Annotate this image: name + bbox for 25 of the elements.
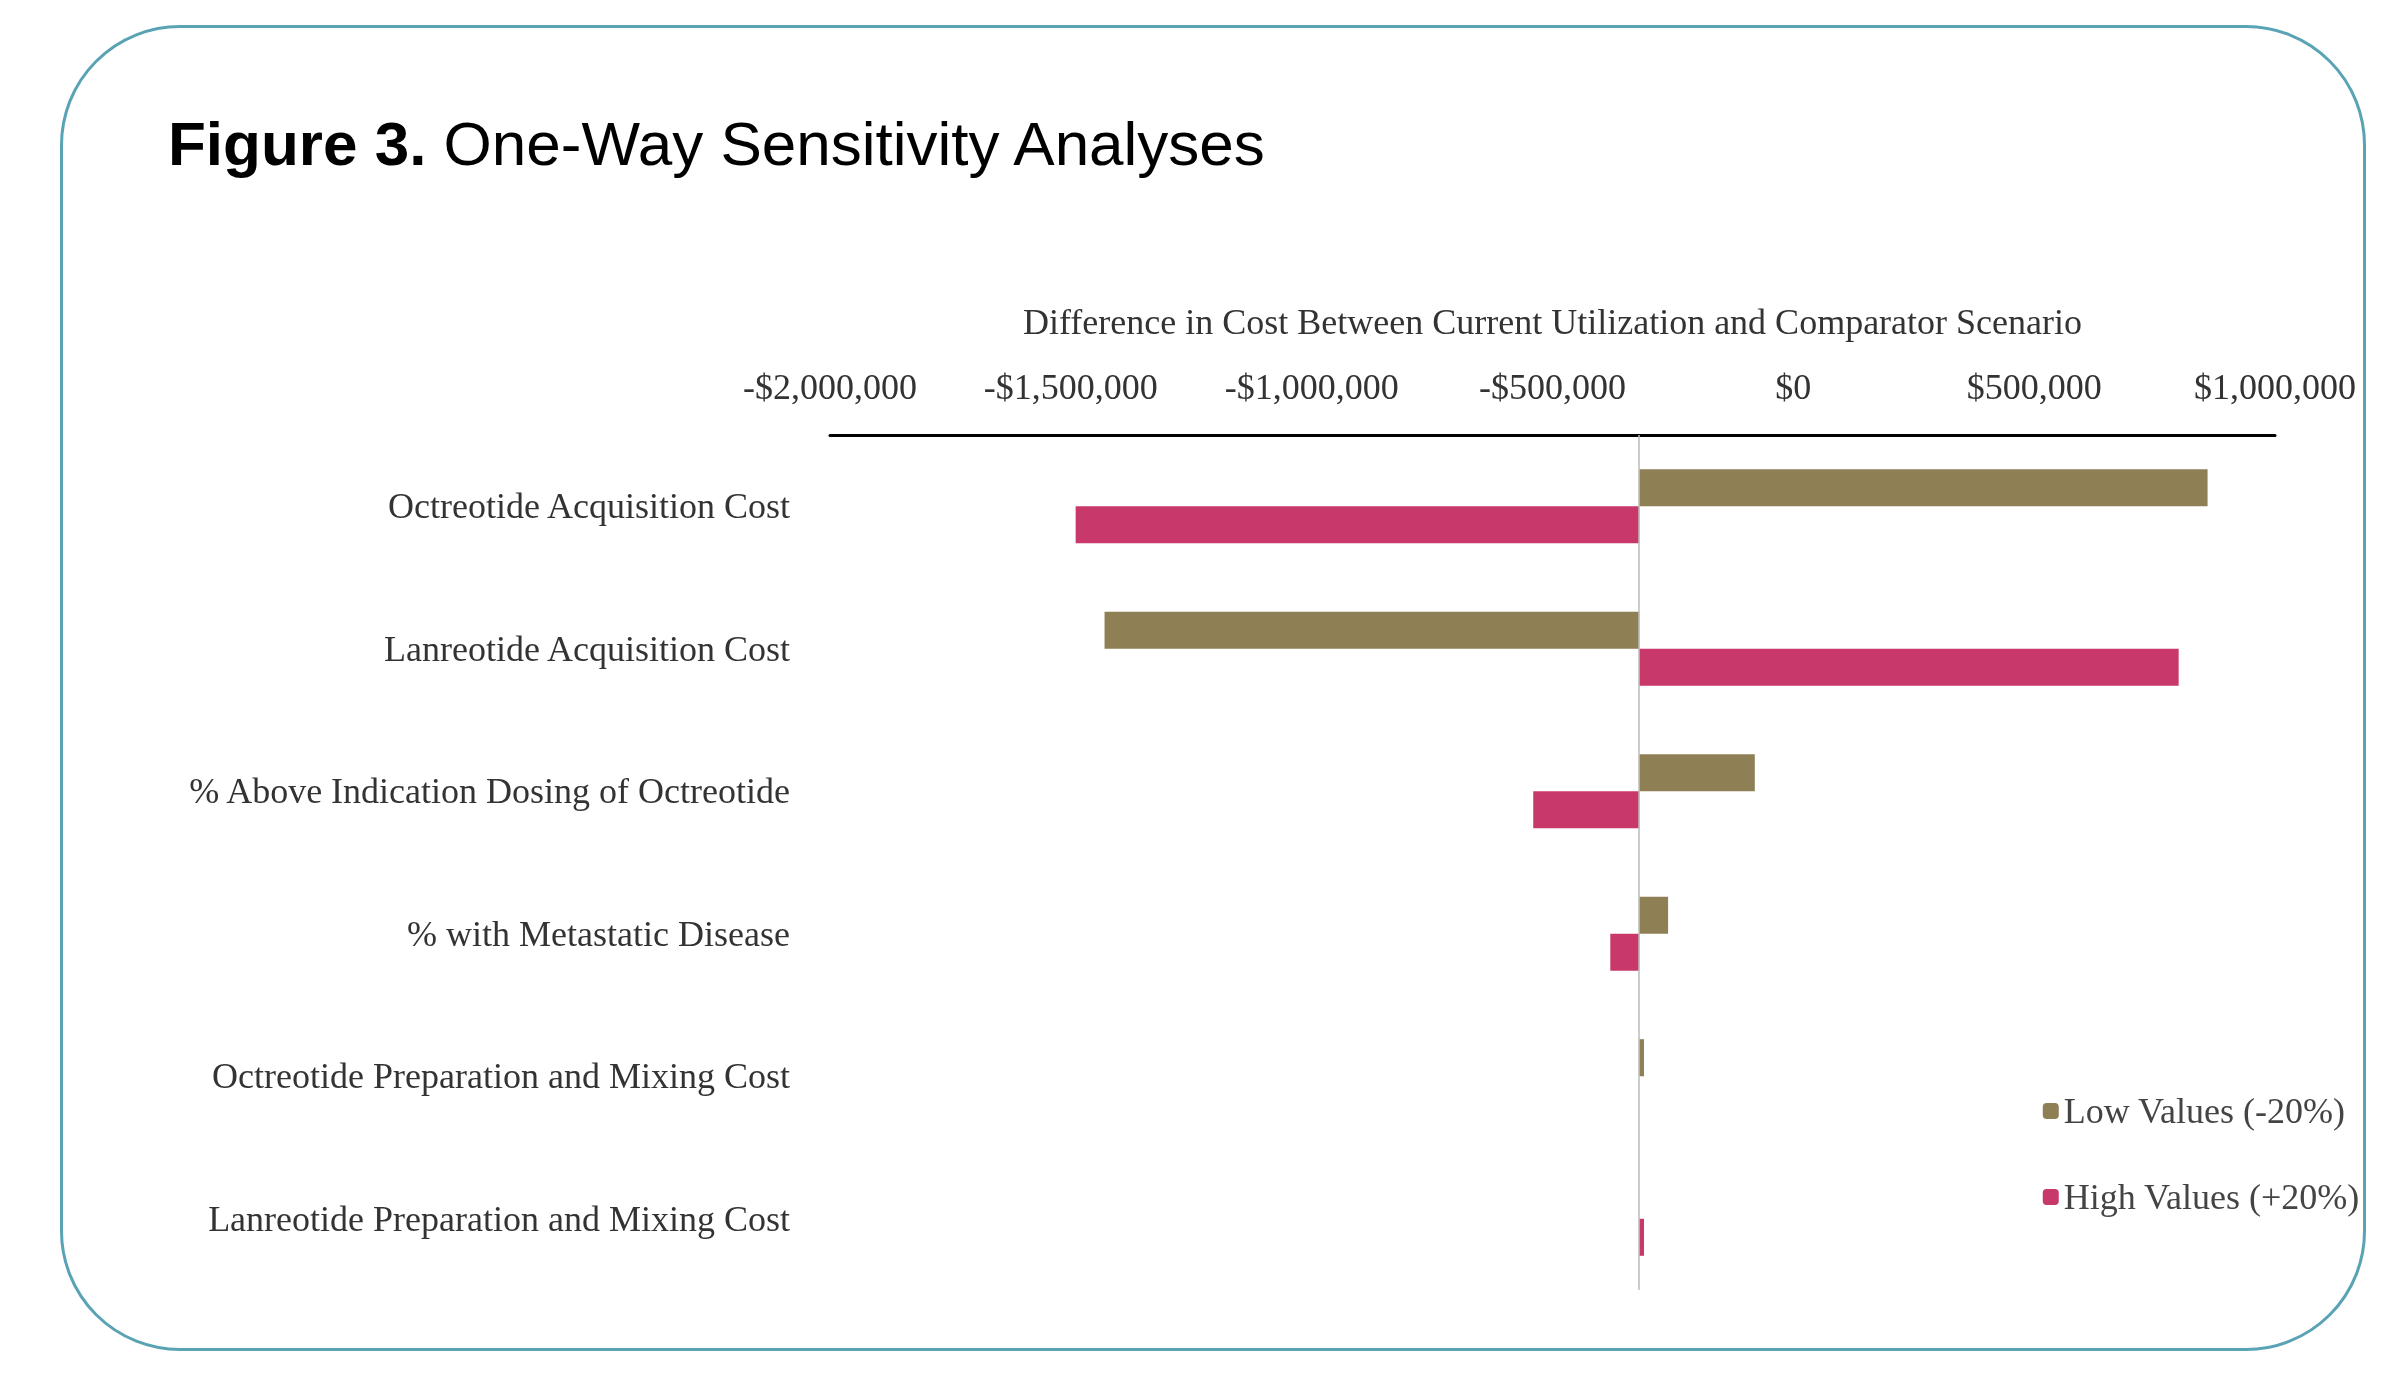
bar xyxy=(1639,469,2208,507)
bar xyxy=(1104,611,1640,649)
bar xyxy=(1075,506,1640,544)
x-tick-label: $0 xyxy=(1775,367,1812,407)
bar xyxy=(1533,791,1640,829)
y-tick-label: % with Metastatic Disease xyxy=(407,913,790,954)
bar xyxy=(1610,933,1640,971)
x-tick-label: -$500,000 xyxy=(1479,367,1626,407)
y-tick-label: Octreotide Acquisition Cost xyxy=(388,486,790,527)
y-tick-label: Octreotide Preparation and Mixing Cost xyxy=(212,1056,790,1097)
legend-label: High Values (+20%) xyxy=(2063,1177,2360,1217)
y-tick-label: % Above Indication Dosing of Octreotide xyxy=(189,771,790,812)
chart-title: Figure 3. One-Way Sensitivity Analyses xyxy=(168,108,1265,179)
x-tick-label: -$1,000,000 xyxy=(1224,367,1399,407)
y-tick-label: Lanreotide Preparation and Mixing Cost xyxy=(208,1198,790,1239)
bar xyxy=(1639,754,1755,792)
x-tick-label: $1,000,000 xyxy=(2194,367,2356,407)
x-axis-title: Difference in Cost Between Current Utilization and Comparator Scenario xyxy=(1022,302,2083,342)
x-tick-label: $500,000 xyxy=(1966,367,2102,407)
x-tick-label: -$1,500,000 xyxy=(983,367,1158,407)
bar xyxy=(1639,648,2179,686)
bar xyxy=(1639,896,1669,934)
y-tick-label: Lanreotide Acquisition Cost xyxy=(384,628,790,669)
x-tick-label: -$2,000,000 xyxy=(743,367,917,407)
legend-label: Low Values (-20%) xyxy=(2063,1091,2346,1131)
